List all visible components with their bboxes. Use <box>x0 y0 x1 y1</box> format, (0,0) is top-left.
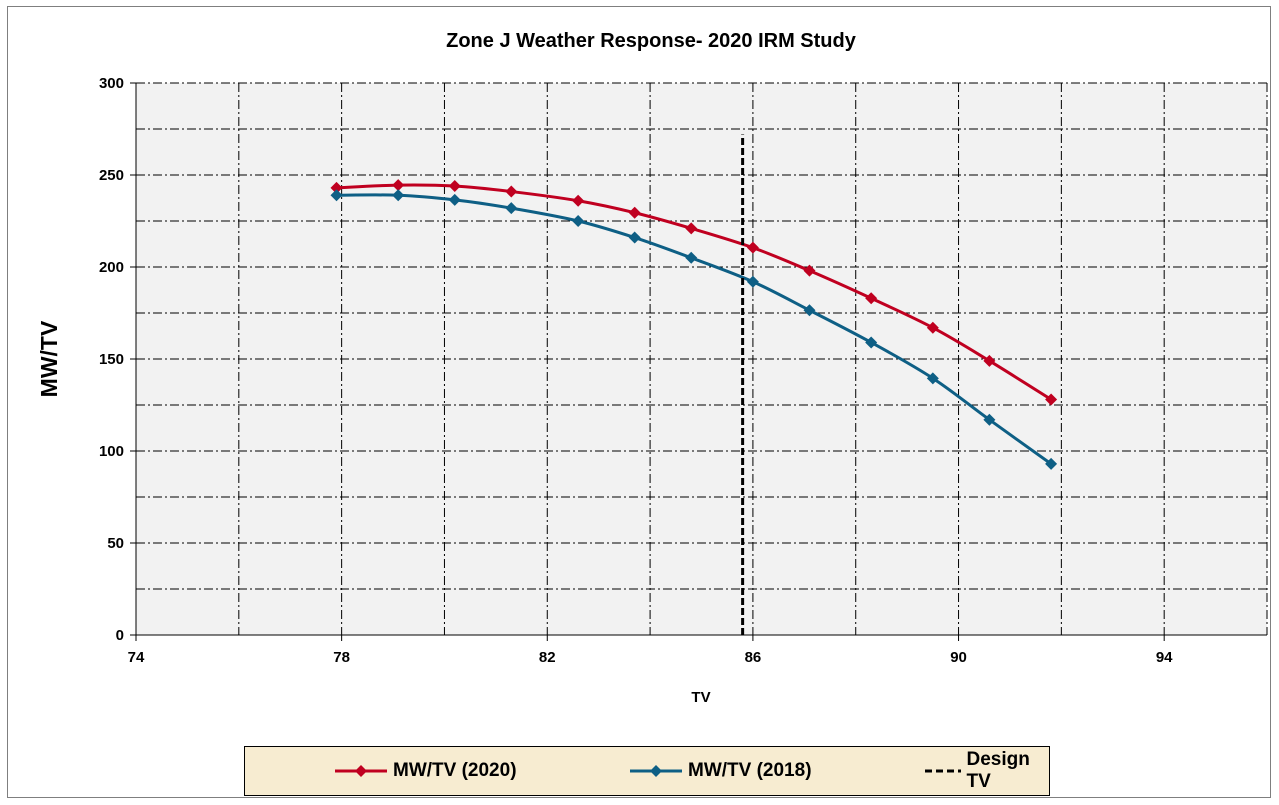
data-point-2018 <box>628 231 641 244</box>
data-point-2020 <box>803 264 816 277</box>
data-point-2018 <box>803 304 816 317</box>
legend-label-2018: MW/TV (2018) <box>688 760 812 781</box>
chart-title: Zone J Weather Response- 2020 IRM Study <box>446 30 857 52</box>
y-tick-label: 200 <box>99 259 124 276</box>
data-point-2020 <box>448 180 461 193</box>
data-point-2020 <box>983 354 996 367</box>
data-point-2020 <box>865 292 878 305</box>
data-point-2018 <box>505 202 518 215</box>
x-tick-label: 86 <box>745 649 762 666</box>
y-tick-label: 50 <box>107 535 124 552</box>
y-tick-label: 250 <box>99 167 124 184</box>
data-point-2020 <box>505 185 518 198</box>
y-tick-label: 0 <box>116 627 124 644</box>
data-point-2020 <box>392 179 405 192</box>
y-axis-label: MW/TV <box>36 320 62 397</box>
data-point-2018 <box>572 215 585 227</box>
grid-layer <box>136 82 1268 635</box>
legend: MW/TV (2020) MW/TV (2018) Design TV <box>244 746 1050 796</box>
legend-item-design-tv: Design TV <box>925 747 1049 795</box>
legend-swatch-design-tv <box>925 769 961 773</box>
data-point-2018 <box>926 372 939 385</box>
data-point-2020 <box>1045 393 1058 406</box>
y-tick-label: 300 <box>99 75 124 92</box>
x-tick-label: 74 <box>128 649 145 666</box>
data-point-2020 <box>926 321 939 334</box>
axis-layer: 74 78 82 86 90 94 0 50 100 150 200 250 300 <box>99 75 1267 666</box>
data-point-2020 <box>330 181 343 194</box>
chart-frame: 74 78 82 86 90 94 0 50 100 150 200 250 300 Zone J We… <box>7 6 1271 798</box>
data-point-2020 <box>572 194 585 207</box>
y-tick-label: 100 <box>99 443 124 460</box>
data-point-2018 <box>392 189 405 202</box>
legend-swatch-2020 <box>335 765 387 777</box>
data-point-2018 <box>448 193 461 206</box>
x-tick-label: 82 <box>539 649 556 666</box>
x-axis-label: TV <box>691 689 710 706</box>
data-point-2018 <box>746 275 759 288</box>
x-tick-label: 78 <box>333 649 350 666</box>
data-point-2018 <box>685 251 698 264</box>
legend-item-2018: MW/TV (2018) <box>630 747 812 795</box>
legend-item-2020: MW/TV (2020) <box>335 747 517 795</box>
legend-label-design-tv: Design TV <box>966 749 1030 792</box>
data-point-2020 <box>628 206 641 219</box>
y-tick-label: 150 <box>99 351 124 368</box>
series-layer <box>330 134 1058 635</box>
legend-label-2020: MW/TV (2020) <box>393 760 517 781</box>
x-tick-label: 90 <box>950 649 967 666</box>
legend-swatch-2018 <box>630 765 682 777</box>
data-point-2020 <box>746 241 759 254</box>
data-point-2020 <box>685 222 698 235</box>
data-point-2018 <box>865 336 878 349</box>
chart-canvas: 74 78 82 86 90 94 0 50 100 150 200 250 300 Zone J We… <box>36 30 1268 706</box>
x-tick-label: 94 <box>1156 649 1173 666</box>
data-point-2018 <box>983 413 996 426</box>
data-point-2018 <box>330 189 343 202</box>
data-point-2018 <box>1045 457 1058 470</box>
